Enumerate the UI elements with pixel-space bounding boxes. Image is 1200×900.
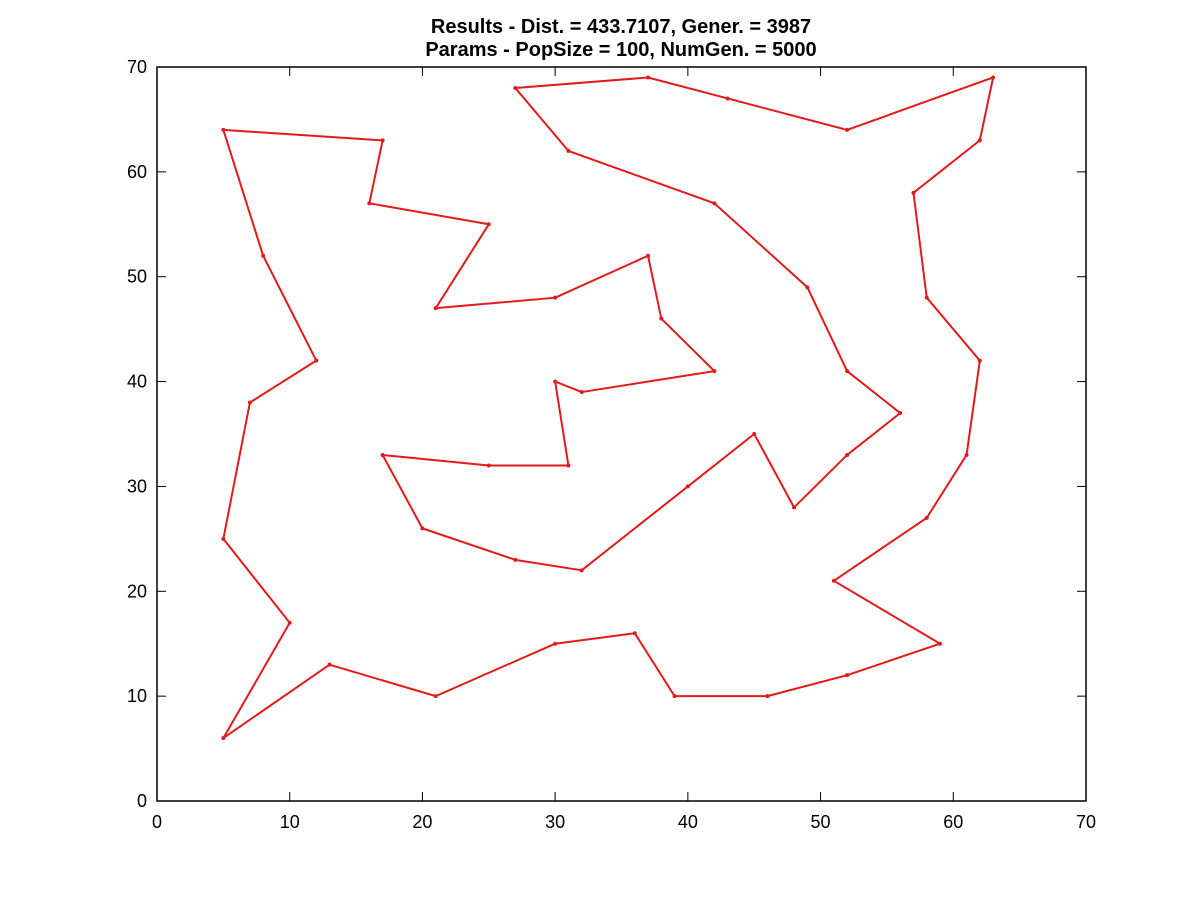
city-point: [977, 358, 982, 363]
city-point: [845, 369, 850, 374]
city-point: [513, 85, 518, 90]
city-point: [924, 295, 929, 300]
y-tick-label: 40: [127, 372, 147, 392]
city-point: [831, 578, 836, 583]
city-point: [553, 295, 558, 300]
city-point: [659, 316, 664, 321]
city-point: [221, 127, 226, 132]
city-point: [579, 390, 584, 395]
city-point: [712, 369, 717, 374]
y-tick-label: 30: [127, 476, 147, 496]
city-point: [845, 673, 850, 678]
city-point: [221, 736, 226, 741]
city-point: [712, 201, 717, 206]
city-point: [486, 463, 491, 468]
x-tick-label: 20: [412, 812, 432, 832]
city-point: [632, 631, 637, 636]
city-point: [380, 452, 385, 457]
city-point: [991, 75, 996, 80]
y-tick-label: 10: [127, 686, 147, 706]
city-point: [486, 222, 491, 227]
plot-area: [156, 66, 1087, 802]
city-point: [327, 662, 332, 667]
city-point: [261, 253, 266, 258]
city-point: [752, 432, 757, 436]
city-point: [646, 253, 651, 258]
x-tick-label: 70: [1076, 812, 1096, 832]
city-point: [911, 190, 916, 195]
city-point: [792, 505, 797, 510]
x-tick-label: 50: [811, 812, 831, 832]
city-point: [938, 641, 943, 646]
x-tick-label: 0: [152, 812, 162, 832]
city-point: [579, 568, 584, 573]
city-point: [367, 201, 372, 206]
city-point: [314, 358, 319, 363]
city-point: [685, 484, 690, 489]
chart-title-line-2: Params - PopSize = 100, NumGen. = 5000: [425, 39, 816, 61]
axis-tick-labels: 0 10 20 30 40 50 60 70 0 10 20 30 40 50 60 70: [127, 57, 1096, 832]
city-point: [646, 75, 651, 80]
city-point: [805, 285, 810, 290]
city-point: [725, 96, 730, 101]
city-point: [566, 148, 571, 153]
chart-title-line-1: Results - Dist. = 433.7107, Gener. = 398…: [431, 16, 811, 38]
city-point: [765, 694, 770, 699]
x-tick-label: 10: [280, 812, 300, 832]
city-point: [287, 620, 292, 625]
y-tick-label: 20: [127, 581, 147, 601]
city-point: [553, 641, 558, 646]
city-point: [964, 452, 969, 457]
axis-ticks: [156, 66, 1087, 802]
city-point: [898, 411, 903, 416]
y-tick-label: 70: [127, 57, 147, 77]
y-tick-label: 60: [127, 162, 147, 182]
city-point: [513, 557, 518, 562]
x-tick-label: 30: [545, 812, 565, 832]
city-point: [977, 138, 982, 143]
city-point: [553, 379, 558, 384]
city-point: [247, 400, 252, 405]
city-point: [845, 452, 850, 457]
y-tick-label: 0: [137, 791, 147, 811]
x-tick-label: 40: [678, 812, 698, 832]
city-point: [566, 463, 571, 468]
city-point: [924, 515, 929, 520]
route-series: [221, 75, 996, 741]
city-point: [845, 127, 850, 132]
city-point: [433, 306, 438, 311]
city-point: [420, 526, 425, 531]
city-point: [380, 138, 385, 143]
y-tick-label: 50: [127, 267, 147, 287]
city-point: [672, 694, 677, 699]
city-point: [221, 536, 226, 541]
city-point: [433, 694, 438, 699]
x-tick-label: 60: [943, 812, 963, 832]
